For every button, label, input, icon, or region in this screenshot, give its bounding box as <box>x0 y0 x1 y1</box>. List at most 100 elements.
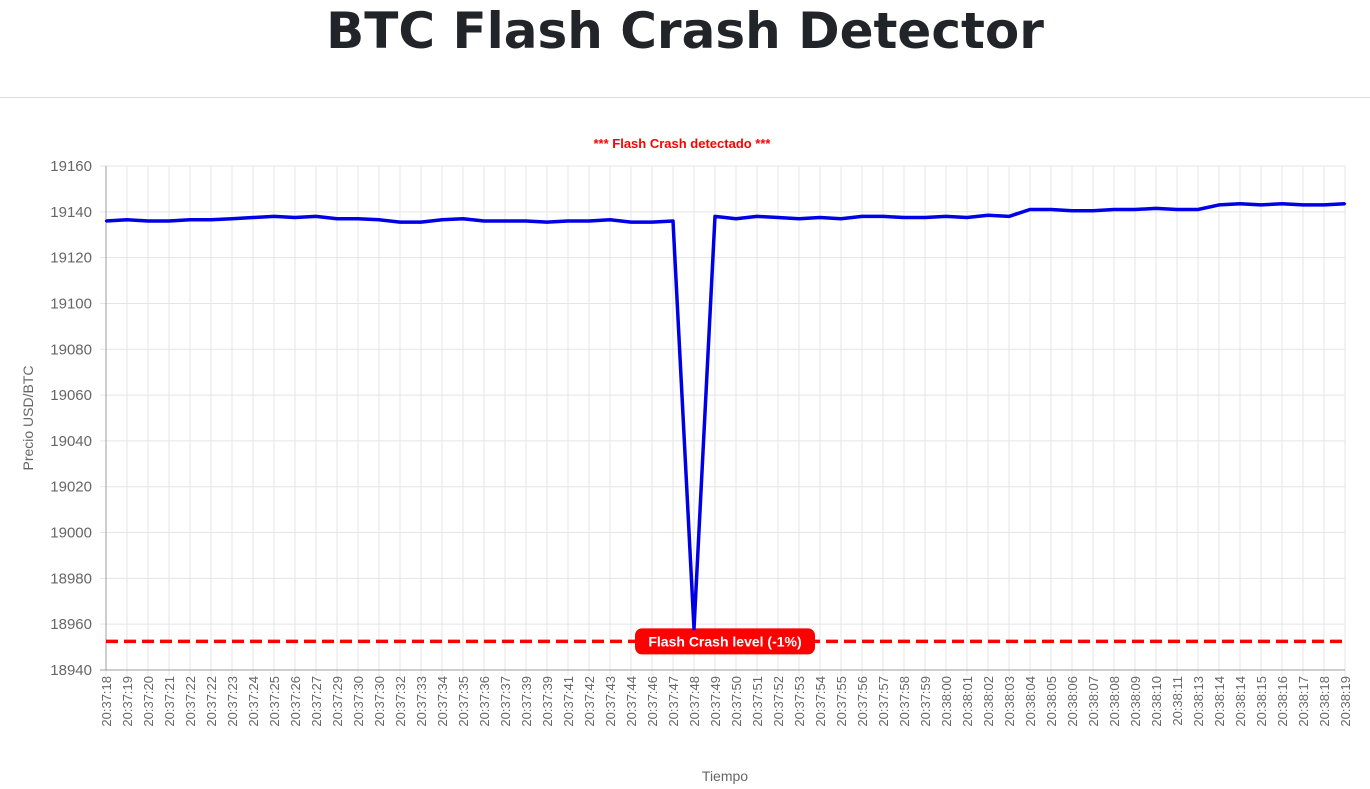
price-point <box>1217 203 1221 207</box>
x-tick-label: 20:38:14 <box>1212 676 1227 727</box>
y-tick-label: 19080 <box>50 341 92 358</box>
price-point <box>986 214 990 217</box>
price-series-line <box>105 202 1346 631</box>
x-tick-label: 20:37:42 <box>582 676 597 727</box>
x-tick-label: 20:38:10 <box>1149 676 1164 727</box>
y-tick-label: 19000 <box>50 525 92 542</box>
price-point <box>1133 208 1137 211</box>
x-tick-label: 20:37:23 <box>225 676 240 727</box>
price-point <box>419 220 423 224</box>
price-point <box>146 219 150 223</box>
x-tick-label: 20:37:35 <box>456 676 471 727</box>
x-tick-label: 20:38:06 <box>1065 676 1080 727</box>
price-point <box>230 217 234 220</box>
y-tick-label: 18940 <box>50 662 92 679</box>
price-point <box>944 215 948 218</box>
x-tick-label: 20:38:11 <box>1170 676 1185 726</box>
price-point <box>797 217 801 220</box>
flash-crash-label: Flash Crash level (-1%) <box>648 633 801 649</box>
x-tick-label: 20:37:43 <box>603 676 618 727</box>
x-tick-label: 20:38:19 <box>1338 676 1353 727</box>
x-tick-label: 20:37:36 <box>477 676 492 727</box>
price-point <box>881 215 885 218</box>
price-point <box>650 220 654 224</box>
x-tick-label: 20:37:26 <box>288 676 303 727</box>
x-tick-label: 20:38:17 <box>1296 676 1311 727</box>
x-tick-label: 20:38:05 <box>1044 676 1059 727</box>
price-point <box>776 216 780 219</box>
page-title: BTC Flash Crash Detector <box>326 2 1044 60</box>
x-tick-label: 20:37:30 <box>372 676 387 727</box>
price-point <box>734 217 738 220</box>
price-point <box>839 217 843 220</box>
x-tick-label: 20:38:15 <box>1254 676 1269 727</box>
x-tick-label: 20:37:34 <box>435 676 450 727</box>
x-tick-label: 20:37:50 <box>729 676 744 727</box>
price-point <box>1112 208 1116 211</box>
x-tick-label: 20:37:41 <box>561 676 576 727</box>
x-tick-label: 20:38:09 <box>1128 676 1143 727</box>
x-tick-label: 20:38:14 <box>1233 676 1248 727</box>
x-tick-label: 20:37:25 <box>267 676 282 727</box>
price-point <box>314 215 318 218</box>
price-point <box>293 216 297 219</box>
price-point <box>125 218 129 222</box>
x-tick-label: 20:37:33 <box>414 676 429 727</box>
price-point <box>1070 209 1074 212</box>
price-point <box>461 217 465 220</box>
x-tick-label: 20:37:37 <box>498 676 513 727</box>
x-tick-label: 20:38:00 <box>939 676 954 727</box>
price-point <box>1259 203 1263 207</box>
price-point <box>965 216 969 219</box>
x-tick-label: 20:37:30 <box>351 676 366 727</box>
x-tick-label: 20:37:46 <box>645 676 660 727</box>
y-tick-label: 19100 <box>50 295 92 312</box>
x-tick-label: 20:37:22 <box>204 676 219 727</box>
price-point <box>860 215 864 218</box>
y-tick-label: 18980 <box>50 570 92 587</box>
x-tick-label: 20:37:59 <box>918 676 933 727</box>
y-tick-label: 19140 <box>50 204 92 221</box>
price-point <box>692 627 696 630</box>
price-point <box>1049 208 1053 211</box>
price-point <box>167 219 171 223</box>
x-tick-label: 20:37:44 <box>624 676 639 727</box>
price-point <box>1175 208 1179 211</box>
price-point <box>1343 202 1347 205</box>
x-tick-label: 20:38:08 <box>1107 676 1122 727</box>
price-point <box>482 219 486 223</box>
price-point <box>629 220 633 224</box>
x-tick-label: 20:38:04 <box>1023 676 1038 727</box>
x-tick-label: 20:37:52 <box>771 676 786 727</box>
flash-crash-label-box <box>635 628 815 655</box>
price-point <box>902 216 906 219</box>
price-point <box>104 219 108 223</box>
x-tick-label: 20:37:58 <box>897 676 912 727</box>
x-tick-label: 20:37:27 <box>309 676 324 727</box>
x-tick-label: 20:37:47 <box>666 676 681 727</box>
price-point <box>398 220 402 224</box>
price-point <box>1280 202 1284 205</box>
x-tick-label: 20:37:19 <box>120 676 135 727</box>
price-point <box>503 219 507 223</box>
header-divider <box>0 97 1370 98</box>
x-tick-label: 20:37:39 <box>540 676 555 727</box>
y-tick-label: 19020 <box>50 479 92 496</box>
price-point <box>818 216 822 219</box>
x-tick-label: 20:37:24 <box>246 676 261 727</box>
x-tick-label: 20:37:49 <box>708 676 723 727</box>
price-point <box>713 215 717 218</box>
price-point <box>608 218 612 222</box>
x-tick-label: 20:37:32 <box>393 676 408 727</box>
price-point <box>1238 202 1242 205</box>
x-tick-label: 20:38:13 <box>1191 676 1206 727</box>
price-point <box>923 216 927 219</box>
price-point <box>1196 208 1200 211</box>
x-axis-title: Tiempo <box>702 768 748 784</box>
price-point <box>1322 203 1326 207</box>
x-tick-label: 20:38:03 <box>1002 676 1017 727</box>
x-tick-label: 20:37:54 <box>813 676 828 727</box>
x-tick-label: 20:38:07 <box>1086 676 1101 727</box>
x-tick-label: 20:37:22 <box>183 676 198 727</box>
